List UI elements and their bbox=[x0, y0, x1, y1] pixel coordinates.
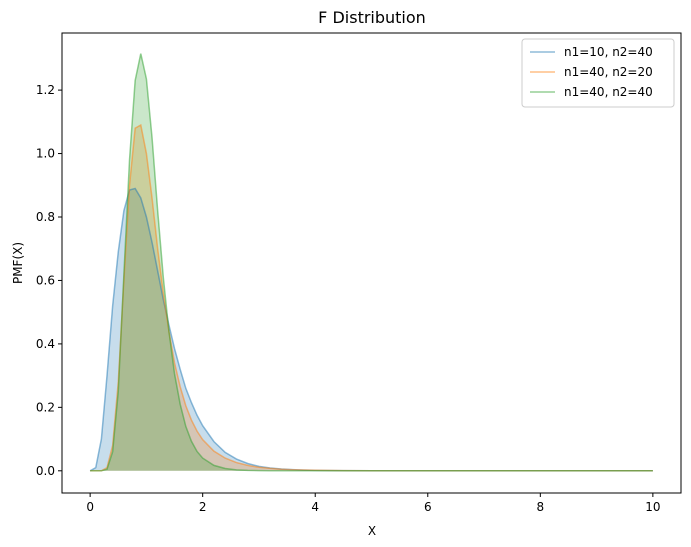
series-area-2 bbox=[90, 125, 653, 471]
x-tick-label: 2 bbox=[199, 500, 207, 514]
y-tick-label: 0.8 bbox=[36, 210, 55, 224]
y-axis-label: PMF(X) bbox=[11, 242, 25, 284]
legend-label-2: n1=40, n2=20 bbox=[564, 65, 653, 79]
y-tick-label: 0.4 bbox=[36, 337, 55, 351]
x-tick-label: 8 bbox=[536, 500, 544, 514]
y-tick-label: 0.2 bbox=[36, 400, 55, 414]
legend-box bbox=[521, 38, 675, 108]
x-tick-label: 6 bbox=[424, 500, 432, 514]
x-tick-label: 0 bbox=[86, 500, 94, 514]
x-axis-ticks: 0 2 4 6 8 10 bbox=[86, 493, 661, 514]
series-lines bbox=[89, 53, 653, 472]
series-area-1 bbox=[90, 188, 653, 471]
plot-frame bbox=[61, 32, 682, 494]
y-tick-label: 0.6 bbox=[36, 273, 55, 287]
x-tick-label: 10 bbox=[645, 500, 660, 514]
y-tick-label: 1.0 bbox=[36, 147, 55, 161]
series-areas bbox=[90, 53, 653, 471]
x-axis-label: X bbox=[368, 524, 376, 538]
y-axis-ticks: 0.0 0.2 0.4 0.6 0.8 1.0 1.2 bbox=[36, 83, 62, 478]
y-tick-label: 0.0 bbox=[36, 464, 55, 478]
series-line-3 bbox=[90, 53, 653, 472]
y-tick-label: 1.2 bbox=[36, 83, 55, 97]
legend: n1=10, n2=40 n1=40, n2=20 n1=40, n2=40 bbox=[521, 38, 675, 108]
chart-title: F Distribution bbox=[318, 8, 426, 27]
x-tick-label: 4 bbox=[311, 500, 319, 514]
legend-label-1: n1=10, n2=40 bbox=[564, 45, 653, 59]
legend-label-3: n1=40, n2=40 bbox=[564, 85, 653, 99]
series-area-3 bbox=[90, 53, 653, 471]
